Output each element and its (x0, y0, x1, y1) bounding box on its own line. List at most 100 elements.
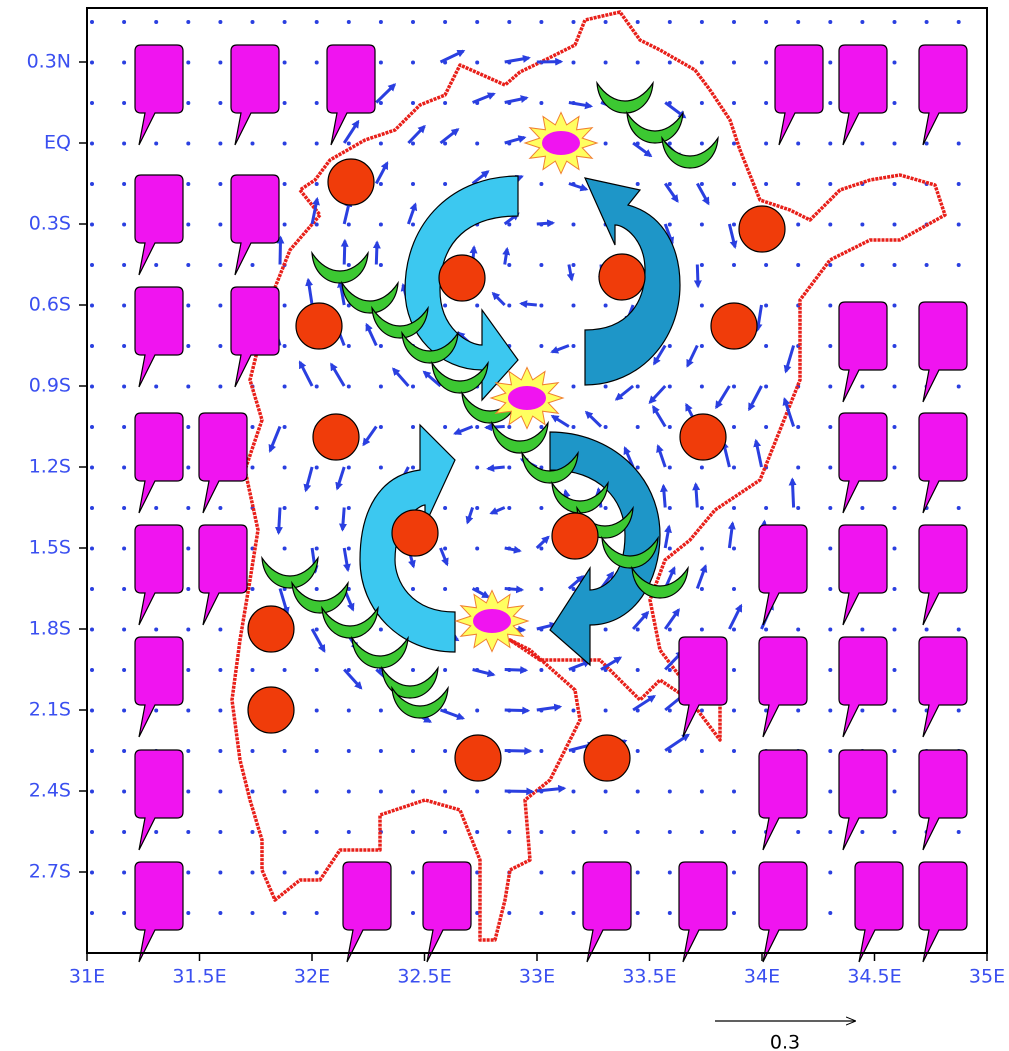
callout-marker (758, 749, 808, 851)
grid-dot (732, 546, 736, 551)
grid-dot (828, 222, 833, 227)
wind-vector (502, 246, 511, 265)
grid-dot (282, 303, 287, 308)
grid-dot (154, 627, 159, 632)
grid-dot (667, 60, 672, 65)
wind-vector (486, 464, 505, 473)
grid-dot (443, 141, 448, 146)
crescent (491, 420, 549, 454)
y-tick-label: 2.4S (29, 780, 71, 802)
grid-dot (699, 627, 704, 632)
grid-dot (186, 384, 191, 389)
grid-dot (796, 627, 801, 632)
grid-dot (443, 587, 448, 591)
grid-dot (603, 627, 608, 632)
grid-dot (378, 344, 383, 348)
grid-dot (892, 384, 897, 389)
grid-dot (282, 870, 287, 875)
grid-dot (250, 141, 255, 146)
grid-dot (122, 465, 127, 470)
grid-dot (314, 222, 319, 227)
red-circle (738, 205, 786, 253)
wind-vector (695, 182, 710, 206)
crescent (596, 80, 654, 114)
wind-vector (715, 385, 731, 410)
grid-dot (635, 182, 640, 186)
grid-dot (314, 506, 319, 510)
callout-marker (230, 174, 280, 276)
wind-vector (600, 656, 623, 671)
red-circle (391, 509, 439, 557)
grid-dot (732, 587, 736, 591)
grid-dot (796, 465, 801, 470)
grid-dot (218, 222, 223, 227)
y-tick-label: EQ (44, 132, 71, 154)
callout-marker (230, 44, 280, 146)
wind-vector (303, 466, 314, 493)
callout-marker (918, 524, 968, 626)
grid-dot (154, 506, 159, 510)
grid-dot (892, 425, 897, 429)
grid-dot (828, 708, 833, 713)
grid-dot (475, 546, 480, 551)
grid-dot (186, 911, 191, 915)
callout-marker (678, 861, 728, 963)
grid-dot (571, 384, 576, 389)
grid-dot (635, 627, 640, 632)
grid-dot (218, 303, 223, 308)
wind-vector (504, 545, 522, 554)
y-tick-label: 1.5S (29, 537, 71, 559)
wind-vector (338, 507, 347, 532)
grid-dot (732, 789, 736, 794)
grid-dot (924, 627, 929, 632)
grid-dot (411, 870, 415, 875)
grid-dot (732, 425, 736, 429)
grid-dot (122, 263, 127, 267)
grid-dot (828, 830, 833, 834)
grid-dot (378, 465, 383, 470)
callout-marker (134, 749, 184, 851)
grid-dot (507, 425, 512, 429)
wind-vector (471, 170, 490, 185)
grid-dot (250, 911, 255, 915)
grid-dot (475, 465, 480, 470)
grid-dot (475, 303, 480, 308)
callout-marker (774, 44, 824, 146)
grid-dot (892, 546, 897, 551)
grid-dot (346, 506, 351, 510)
y-tick-label: 0.3N (27, 51, 71, 73)
crescent (351, 635, 409, 669)
grid-dot (699, 344, 704, 348)
grid-dot (218, 263, 223, 267)
grid-dot (186, 222, 191, 227)
wind-vector (686, 344, 699, 368)
wind-vector (342, 119, 360, 144)
grid-dot (571, 222, 576, 227)
grid-dot (699, 101, 704, 105)
wind-vector (663, 608, 680, 630)
wind-vector (504, 706, 531, 715)
grid-dot (635, 60, 640, 65)
grid-dot (186, 425, 191, 429)
grid-dot (603, 384, 608, 389)
coastline (230, 10, 947, 942)
grid-dot (635, 668, 640, 672)
grid-dot (250, 20, 255, 24)
grid-dot (732, 749, 736, 753)
grid-dot (282, 749, 287, 753)
wind-vector (342, 547, 351, 573)
grid-dot (828, 546, 833, 551)
callout-marker (134, 286, 184, 388)
wind-vector (453, 425, 474, 436)
grid-dot (346, 668, 351, 672)
wind-vector (631, 610, 650, 630)
grid-dot (732, 182, 736, 186)
grid-dot (154, 20, 159, 24)
grid-dot (796, 182, 801, 186)
x-tick-label: 31.5E (172, 966, 226, 988)
grid-dot (90, 303, 94, 308)
grid-dot (828, 911, 833, 915)
grid-dot (539, 749, 544, 753)
wind-vector (550, 344, 570, 354)
crescent (261, 555, 319, 589)
